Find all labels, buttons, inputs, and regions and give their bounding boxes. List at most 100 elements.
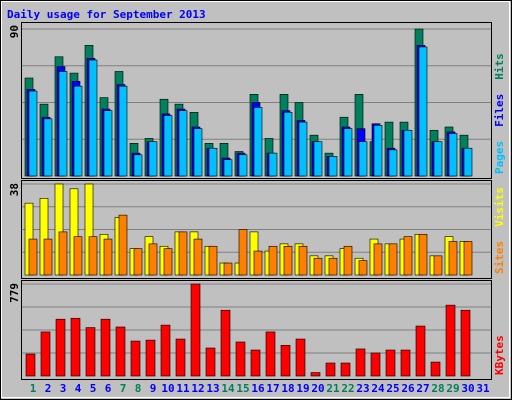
bar: [418, 233, 428, 276]
x-tick-label: 17: [266, 382, 279, 395]
bar: [253, 107, 263, 177]
bar: [463, 147, 473, 177]
bar: [388, 149, 398, 177]
bar: [280, 344, 291, 377]
x-tick-label: 5: [90, 382, 97, 395]
legend-label: Files: [493, 94, 506, 127]
x-tick-label: 25: [386, 382, 399, 395]
bar: [208, 147, 218, 177]
x-tick-label: 13: [206, 382, 219, 395]
x-tick-label: 21: [326, 382, 340, 395]
bar: [133, 154, 143, 177]
bar: [448, 241, 458, 276]
x-tick-label: 31: [476, 382, 490, 395]
bar: [358, 260, 368, 276]
bar: [163, 248, 173, 276]
bar: [418, 46, 428, 177]
bar: [163, 115, 173, 177]
bar: [148, 243, 158, 276]
bar: [190, 283, 201, 377]
bar: [373, 243, 383, 276]
x-tick-label: 3: [60, 382, 67, 395]
x-tick-label: 1: [30, 382, 37, 395]
bar: [250, 349, 261, 377]
chart-title: Daily usage for September 2013: [7, 8, 206, 21]
bar: [265, 331, 276, 377]
y-tick-label: 90: [8, 25, 21, 38]
bar: [415, 325, 426, 377]
x-tick-label: 9: [150, 382, 157, 395]
x-tick-label: 7: [120, 382, 127, 395]
bar: [88, 236, 98, 276]
bar: [223, 262, 233, 276]
bar: [103, 238, 113, 276]
legend-label: Visits: [493, 187, 506, 227]
bar: [118, 85, 128, 177]
bar: [298, 245, 308, 276]
x-tick-label: 26: [401, 382, 415, 395]
bar: [28, 90, 38, 177]
bar: [283, 112, 293, 177]
x-tick-label: 24: [371, 382, 385, 395]
x-tick-label: 16: [251, 382, 265, 395]
bar: [370, 352, 381, 377]
y-tick-label: 779: [8, 283, 21, 303]
bar: [238, 154, 248, 177]
x-tick-label: 14: [221, 382, 235, 395]
bar: [43, 118, 53, 177]
bar: [100, 318, 111, 377]
bar: [103, 110, 113, 177]
x-tick-label: 20: [311, 382, 324, 395]
x-tick-label: 8: [135, 382, 142, 395]
bar: [313, 257, 323, 276]
x-tick-label: 10: [161, 382, 174, 395]
bar: [268, 152, 278, 177]
bar: [220, 309, 231, 377]
legend-label: Pages: [493, 141, 506, 174]
bar: [160, 324, 171, 377]
bar: [313, 141, 323, 177]
bar: [235, 341, 246, 377]
x-tick-label: 28: [431, 382, 444, 395]
x-tick-label: 29: [446, 382, 459, 395]
x-tick-label: 12: [191, 382, 204, 395]
bar: [28, 238, 38, 276]
bar: [268, 245, 278, 276]
bar: [115, 326, 126, 377]
legend-label: KBytes: [493, 335, 506, 375]
bar: [238, 229, 248, 276]
bar: [298, 121, 308, 177]
x-tick-label: 22: [341, 382, 354, 395]
bar: [430, 361, 441, 377]
x-tick-label: 15: [236, 382, 249, 395]
legend: Pages Files Hits: [493, 53, 506, 174]
x-tick-label: 30: [461, 382, 474, 395]
bar: [343, 128, 353, 177]
bar: [73, 236, 83, 276]
bar: [403, 236, 413, 276]
bar: [58, 71, 68, 177]
bar: [295, 338, 306, 377]
x-tick-label: 23: [356, 382, 369, 395]
bar: [208, 245, 218, 276]
bar: [133, 248, 143, 276]
bar: [223, 159, 233, 177]
bar: [460, 309, 471, 377]
bar: [310, 372, 321, 377]
bar: [175, 338, 186, 377]
x-tick-label: 27: [416, 382, 429, 395]
bar: [403, 129, 413, 177]
x-tick-label: 4: [75, 382, 82, 395]
bar: [283, 245, 293, 276]
bar: [433, 255, 443, 276]
bar: [433, 141, 443, 177]
bar: [388, 243, 398, 276]
legend-label: Hits: [493, 53, 506, 80]
bar: [130, 340, 141, 377]
bar: [193, 128, 203, 177]
x-tick-label: 2: [45, 382, 52, 395]
bar: [343, 245, 353, 276]
bar: [88, 59, 98, 177]
bar: [328, 257, 338, 276]
